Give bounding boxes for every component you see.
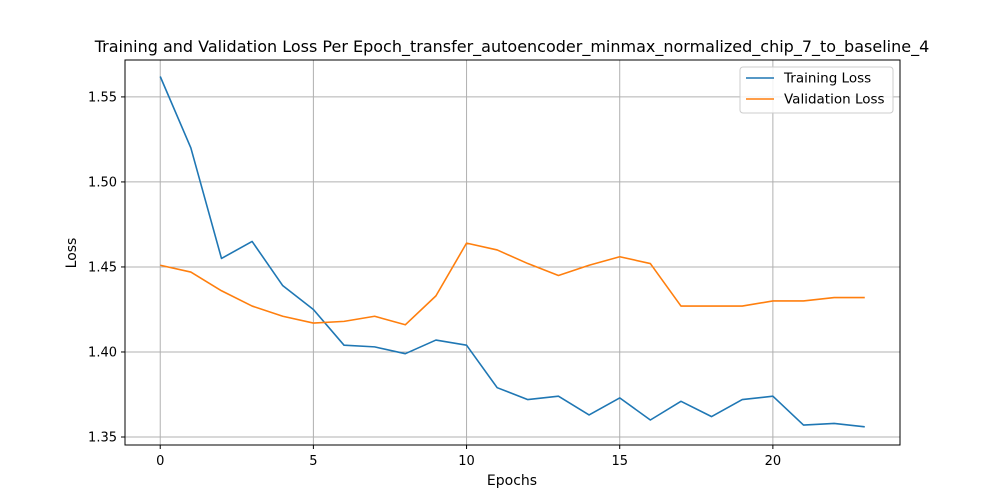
series-lines	[159, 76, 865, 428]
y-tick-label: 1.55	[88, 90, 117, 105]
y-tick-label: 1.35	[88, 431, 117, 446]
grid	[125, 60, 900, 445]
series-line-training-loss	[159, 76, 865, 428]
series-line-validation-loss	[160, 242, 865, 326]
x-tick-label: 0	[156, 454, 164, 469]
legend-label: Training Loss	[783, 71, 871, 87]
legend-label: Validation Loss	[784, 92, 885, 108]
x-tick-label: 15	[611, 454, 628, 469]
x-tick-label: 5	[309, 454, 317, 469]
y-tick-label: 1.45	[88, 260, 117, 275]
x-axis-label: Epochs	[487, 473, 537, 489]
y-tick-label: 1.40	[88, 345, 117, 360]
y-tick-label: 1.50	[88, 175, 117, 190]
y-axis: 1.35 1.40 1.45 1.50 1.55	[88, 90, 125, 446]
chart-title: Training and Validation Loss Per Epoch_t…	[94, 37, 930, 57]
plot-frame	[124, 59, 901, 446]
x-tick-label: 10	[458, 454, 475, 469]
x-axis: 0 5 10 15 20	[156, 445, 781, 469]
y-axis-label: Loss	[64, 238, 80, 269]
legend-box	[739, 66, 894, 114]
legend: Training Loss Validation Loss	[739, 66, 894, 114]
x-tick-label: 20	[765, 454, 782, 469]
